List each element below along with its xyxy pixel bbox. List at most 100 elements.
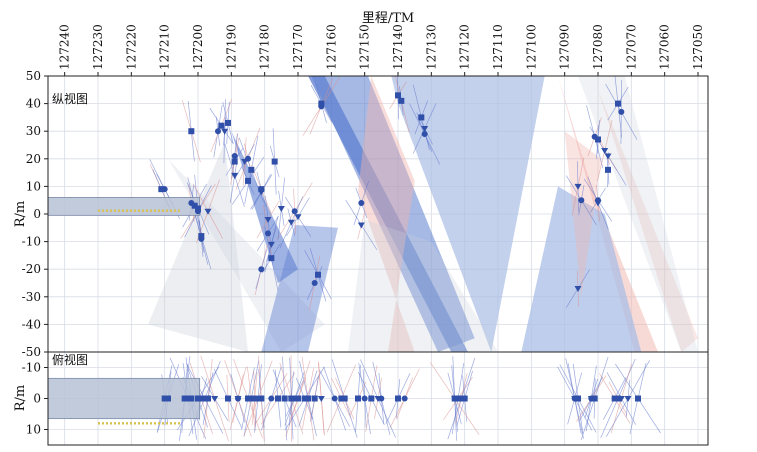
profile-square-marker [198,233,205,240]
profile-y-tick-label: 10 [26,179,41,193]
plan-triangle-marker [234,396,242,402]
x-tick-label: 127120 [458,24,472,70]
profile-square-marker [615,100,621,107]
x-tick-label: 127160 [324,24,338,70]
plan-square-marker [611,395,618,402]
profile-y-tick-label: -10 [22,235,41,249]
profile-circle-marker [311,280,318,286]
profile-triangle-marker [204,208,212,215]
plan-square-marker [181,395,188,402]
profile-circle-marker [258,266,265,273]
x-tick-label: 127220 [124,24,138,70]
plan-square-marker [355,395,361,402]
plan-square-marker [341,395,348,402]
plan-y-tick-label: 10 [26,423,41,437]
pink-fan-1 [358,76,415,352]
plan-square-marker [165,395,171,402]
x-tick-label: 127070 [624,24,638,70]
profile-triangle-marker [594,200,602,207]
plan-triangle-marker [287,396,295,402]
event-markers [158,92,641,402]
profile-y-axis-title: R/m [13,201,28,228]
profile-triangle-marker [241,159,249,166]
plan-triangle-marker [254,396,262,402]
plan-square-marker [295,395,301,402]
profile-square-marker [218,122,225,129]
x-tick-label: 127140 [391,24,405,70]
profile-triangle-marker [357,222,365,229]
plan-triangle-marker [304,396,312,402]
profile-circle-marker [265,230,271,237]
blue-zone-2 [261,225,338,352]
profile-y-tick-label: -20 [22,262,41,276]
profile-square-marker [595,136,601,143]
plan-square-marker [205,395,211,402]
profile-panel-label: 纵视图 [52,91,88,106]
x-axis-title: 里程/TM [362,11,414,26]
plan-triangle-marker [211,396,219,402]
plan-square-marker [455,395,461,402]
plan-square-marker [251,395,258,402]
plan-square-marker [311,395,318,402]
plan-y-tick-label: 0 [33,392,41,406]
profile-triangle-marker [267,241,275,248]
x-tick-label: 127110 [491,24,505,70]
plan-square-marker [395,395,401,402]
profile-square-marker [225,119,231,126]
profile-triangle-marker [257,189,265,196]
x-tick-label: 127180 [258,24,272,70]
plan-triangle-marker [624,396,632,402]
gray-zone-2 [168,158,325,352]
x-tick-label: 127230 [91,24,105,70]
x-tick-label: 127190 [224,24,238,70]
pink-zone-4 [564,131,602,297]
plan-square-marker [635,395,641,402]
plan-square-marker [591,395,598,402]
profile-square-marker [248,166,255,173]
profile-y-tick-label: 30 [26,124,41,138]
plan-square-marker [188,395,195,402]
plan-square-marker [225,395,231,402]
plan-tunnel-band [47,377,201,420]
plan-square-marker [461,395,468,402]
plan-circle-marker [401,395,408,402]
plan-square-marker [368,395,375,402]
profile-circle-marker [578,197,585,204]
gray-zone-1 [148,142,248,352]
plan-triangle-marker [451,396,459,402]
plan-square-marker [338,395,345,402]
profile-triangle-marker [294,214,302,221]
profile-square-marker [231,158,238,165]
plan-triangle-marker [617,396,625,402]
plan-y-axis-title: R/m [13,385,28,412]
x-tick-label: 127240 [58,24,72,70]
plan-square-marker [245,395,251,402]
x-tick-label: 127130 [424,24,438,70]
x-tick-label: 127170 [291,24,305,70]
profile-circle-marker [215,128,221,135]
profile-triangle-marker [277,205,285,212]
profile-circle-marker [618,108,625,115]
profile-y-tick-label: 0 [33,207,41,221]
profile-square-marker [191,202,198,209]
profile-zones [148,76,698,352]
profile-square-marker [271,158,278,165]
gray-zone-3 [348,219,498,352]
gray-zone-4 [578,76,698,352]
profile-tunnel-band [47,197,201,216]
profile-square-marker [398,97,405,104]
plan-circle-marker [268,395,275,402]
profile-y-tick-label: 20 [26,152,41,166]
plan-square-marker [195,395,201,402]
profile-triangle-marker [601,148,609,155]
plan-square-marker [281,395,288,402]
x-tick-label: 127100 [524,24,538,70]
pink-fan-3 [598,89,698,352]
profile-triangle-marker [574,183,582,190]
blue-fan-1 [311,76,475,352]
x-tick-label: 127210 [158,24,172,70]
profile-square-marker [188,128,195,135]
plan-circle-marker [331,395,338,402]
profile-triangle-marker [221,128,229,135]
